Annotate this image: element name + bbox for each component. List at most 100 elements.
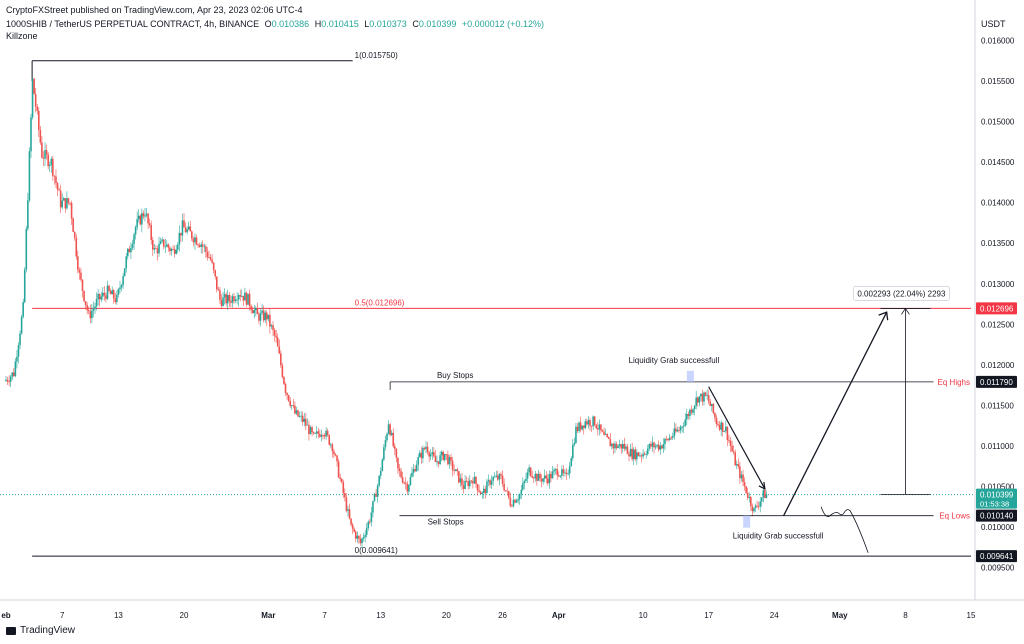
candle-body [36, 106, 39, 111]
tradingview-logo-icon [6, 626, 16, 635]
price-axis[interactable]: 0.016000 0.015500 0.015000 0.014500 0.014000… [976, 37, 1017, 573]
candle-body [287, 395, 290, 401]
fib-level-label: 1(0.015750) [355, 51, 398, 60]
candle-body [69, 202, 71, 204]
candle-body [397, 457, 399, 469]
candle-body [340, 478, 343, 483]
candle-body [329, 444, 332, 446]
candle-body [166, 244, 168, 247]
candle-body [422, 447, 424, 459]
time-tick-label: Mar [261, 611, 275, 620]
fibonacci-levels: 1(0.015750) 0.5(0.012696) 0(0.009641) [0, 51, 975, 557]
candle-body [623, 443, 626, 449]
candle-body [22, 302, 24, 317]
candle-body [489, 480, 491, 485]
candle-body [459, 478, 462, 483]
candle-body [603, 431, 605, 435]
candle-body [640, 455, 643, 457]
candle-body [275, 335, 277, 338]
candle-body [6, 379, 9, 382]
buy-stops-label: Buy Stops [437, 371, 473, 380]
candle-body [584, 421, 587, 429]
candle-body [331, 444, 334, 452]
drawings: Buy Stops Sell Stops Liquidity Grab succes… [389, 286, 970, 553]
candle-body [721, 422, 724, 432]
candle-body [206, 251, 209, 258]
indicator-label[interactable]: Killzone [6, 31, 38, 41]
candle-body [431, 452, 434, 455]
candle-body [301, 415, 304, 422]
candle-body [194, 237, 196, 243]
candle-body [537, 473, 540, 481]
ohlc-change: +0.000012 (+0.12%) [461, 19, 544, 29]
candle-body [376, 485, 379, 497]
candle-body [83, 290, 85, 302]
candle-body [586, 421, 588, 425]
candle-body [256, 307, 259, 315]
candle-body [632, 449, 635, 460]
candle-body [251, 310, 254, 314]
candle-body [100, 296, 103, 300]
candle-body [312, 432, 315, 434]
candle-body [712, 403, 715, 414]
candle-body [114, 298, 117, 302]
candle-body [475, 476, 477, 485]
candle-body [472, 481, 474, 484]
time-tick-label: 13 [376, 611, 385, 620]
time-tick-label: 10 [639, 611, 648, 620]
candle-body [373, 493, 376, 502]
candle-body [607, 436, 610, 439]
candle-body [408, 485, 410, 492]
candle-body [403, 482, 405, 484]
candle-body [498, 474, 501, 480]
candle-body [156, 248, 159, 254]
candle-body [665, 438, 668, 440]
candle-body [180, 232, 182, 236]
candle-body [654, 446, 657, 448]
candle-body [205, 246, 207, 252]
candle-body [337, 461, 340, 478]
candle-body [375, 493, 377, 497]
candle-body [8, 381, 10, 383]
candle-body [609, 438, 612, 447]
candle-body [219, 290, 221, 301]
candle-body [239, 295, 242, 297]
candle-body [128, 248, 131, 253]
candle-body [756, 505, 758, 507]
time-tick-label: 20 [180, 611, 189, 620]
candle-body [372, 501, 374, 513]
candle-body [695, 397, 697, 406]
candle-body [153, 248, 156, 250]
candle-body [70, 202, 73, 219]
candle-body [23, 269, 26, 303]
candle-body [668, 437, 671, 441]
candle-body [328, 434, 331, 445]
candle-body [183, 220, 185, 228]
candle-body [245, 292, 248, 305]
candle-body [737, 464, 740, 467]
time-tick-label: 15 [967, 611, 976, 620]
candle-body [710, 403, 713, 406]
candle-body [590, 425, 593, 427]
candle-body [86, 305, 88, 311]
candle-body [394, 446, 396, 449]
time-axis[interactable]: eb 7 13 20 Mar 7 13 20 26 Apr 10 17 24 May 8 15 [1, 611, 976, 620]
candle-body [411, 472, 413, 477]
candle-body [473, 476, 476, 484]
candle-body [169, 247, 171, 252]
candle-body [671, 436, 674, 438]
liquidity-highlight-top [686, 370, 694, 382]
candle-body [518, 494, 521, 500]
candle-body [272, 325, 274, 330]
price-tick-label: 0.015500 [981, 77, 1015, 86]
time-tick-label: 26 [498, 611, 507, 620]
candle-body [718, 425, 721, 430]
candle-body [105, 295, 107, 299]
candle-body [476, 484, 479, 491]
candle-body [187, 226, 190, 230]
candle-body [732, 451, 735, 453]
tradingview-watermark[interactable]: TradingView [6, 625, 75, 636]
candle-body [703, 392, 705, 402]
candle-body [289, 400, 291, 406]
